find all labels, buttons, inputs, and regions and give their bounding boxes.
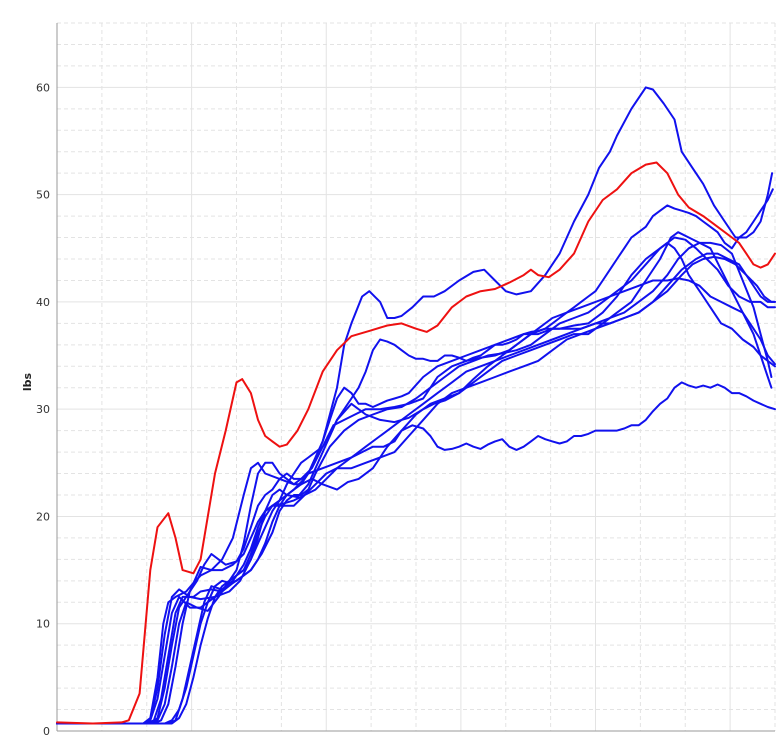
series-line-highlight bbox=[56, 161, 776, 725]
series-line bbox=[56, 86, 774, 725]
series-line bbox=[56, 241, 773, 725]
series-line bbox=[56, 381, 776, 725]
axes: 0 10 20 30 40 50 60 bbox=[36, 23, 775, 738]
y-tick-label: 20 bbox=[36, 510, 50, 523]
grid bbox=[56, 22, 776, 732]
y-tick-label: 30 bbox=[36, 403, 50, 416]
series-line bbox=[56, 241, 776, 725]
y-tick-label: 50 bbox=[36, 189, 50, 202]
series-group bbox=[56, 86, 776, 725]
series-line bbox=[56, 236, 776, 725]
y-tick-label: 60 bbox=[36, 81, 50, 94]
y-tick-label: 0 bbox=[43, 725, 50, 738]
series-line bbox=[56, 277, 776, 725]
series-line bbox=[56, 252, 776, 725]
series-line bbox=[56, 188, 774, 725]
y-tick-label: 10 bbox=[36, 618, 50, 631]
series-line bbox=[56, 255, 776, 725]
y-tick-label: 40 bbox=[36, 296, 50, 309]
y-axis-title: lbs bbox=[21, 372, 34, 391]
